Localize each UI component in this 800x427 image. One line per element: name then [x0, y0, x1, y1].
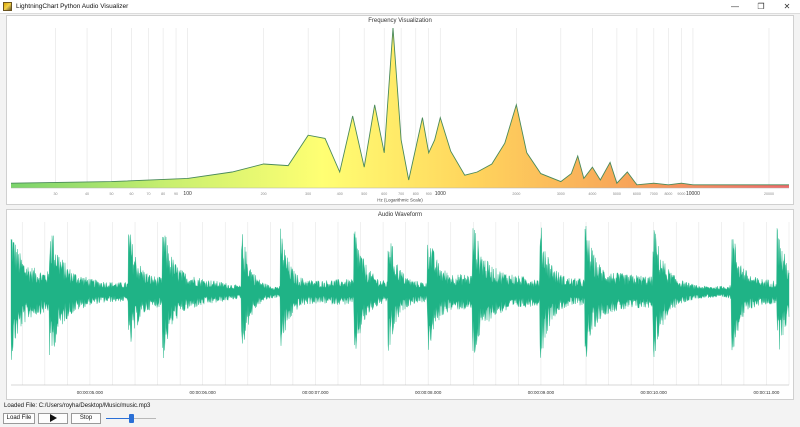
- time-tick-label: 00:00:07.000: [302, 390, 329, 395]
- control-bar: Load File Stop: [3, 412, 156, 424]
- freq-tick-label: 300: [305, 192, 311, 196]
- freq-tick-label: 700: [398, 192, 404, 196]
- window-controls: — ❐ ✕: [722, 0, 800, 13]
- freq-tick-label: 4000: [588, 192, 596, 196]
- app-icon: [3, 2, 12, 11]
- waveform-chart-title: Audio Waveform: [377, 212, 423, 218]
- freq-tick-label: 10000: [686, 191, 700, 197]
- freq-tick-label: 1000: [435, 191, 446, 197]
- freq-tick-label: 2000: [512, 192, 520, 196]
- freq-tick-label: 90: [174, 192, 178, 196]
- freq-tick-label: 9000: [677, 192, 685, 196]
- loaded-file-label: Loaded File: C:/Users/royha/Desktop/Musi…: [4, 403, 151, 409]
- spectrum-line: [10, 27, 789, 186]
- slider-thumb[interactable]: [128, 413, 134, 423]
- frequency-chart-title: Frequency Visualization: [368, 18, 432, 24]
- freq-tick-label: 70: [146, 192, 150, 196]
- freq-x-axis-label: Hz (Logarithmic Scale): [377, 198, 423, 203]
- freq-tick-label: 600: [381, 192, 387, 196]
- volume-slider[interactable]: [106, 413, 156, 424]
- restore-button[interactable]: ❐: [757, 1, 765, 11]
- play-button[interactable]: [38, 412, 68, 424]
- load-file-button[interactable]: Load File: [3, 412, 35, 424]
- freq-tick-label: 20000: [764, 192, 774, 196]
- freq-tick-label: 80: [161, 192, 165, 196]
- waveform-chart-panel: Audio Waveform 00:00:05.000 00:00:06.000 0…: [6, 209, 794, 400]
- time-tick-label: 00:00:11.000: [753, 390, 779, 395]
- freq-tick-label: 5000: [613, 192, 621, 196]
- frequency-chart[interactable]: 30 40 50 60 70 80 90 100 200 300 400 500 600 700 800 90…: [7, 16, 793, 204]
- freq-tick-label: 30: [53, 192, 57, 196]
- freq-tick-label: 7000: [650, 192, 658, 196]
- freq-tick-label: 100: [183, 191, 192, 197]
- freq-tick-label: 40: [85, 192, 89, 196]
- time-tick-label: 00:00:09.000: [528, 390, 555, 395]
- freq-tick-label: 50: [110, 192, 114, 196]
- stop-button[interactable]: Stop: [71, 412, 101, 424]
- freq-tick-label: 8000: [664, 192, 672, 196]
- waveform-chart[interactable]: 00:00:05.000 00:00:06.000 00:00:07.000 00:0…: [7, 210, 793, 399]
- time-tick-label: 00:00:10.000: [641, 390, 668, 395]
- freq-tick-label: 900: [426, 192, 432, 196]
- time-tick-label: 00:00:08.000: [415, 390, 442, 395]
- spectrum-area: [11, 28, 789, 188]
- freq-tick-label: 200: [261, 192, 267, 196]
- freq-tick-label: 3000: [557, 192, 565, 196]
- freq-tick-label: 500: [361, 192, 367, 196]
- freq-tick-label: 60: [130, 192, 134, 196]
- time-tick-label: 00:00:05.000: [77, 390, 104, 395]
- frequency-chart-panel: Frequency Visualization 30 40 50 60 70 80 90 10…: [6, 15, 794, 205]
- freq-tick-label: 6000: [633, 192, 641, 196]
- waveform-series: [10, 226, 790, 360]
- slider-fill: [106, 417, 131, 419]
- freq-tick-label: 400: [337, 192, 343, 196]
- play-icon: [50, 414, 57, 422]
- freq-tick-label: 800: [413, 192, 419, 196]
- window-title: LightningChart Python Audio Visualizer: [16, 3, 129, 10]
- time-tick-label: 00:00:06.000: [190, 390, 217, 395]
- close-button[interactable]: ✕: [783, 1, 791, 11]
- title-bar: LightningChart Python Audio Visualizer —…: [0, 0, 800, 14]
- minimize-button[interactable]: —: [731, 1, 739, 11]
